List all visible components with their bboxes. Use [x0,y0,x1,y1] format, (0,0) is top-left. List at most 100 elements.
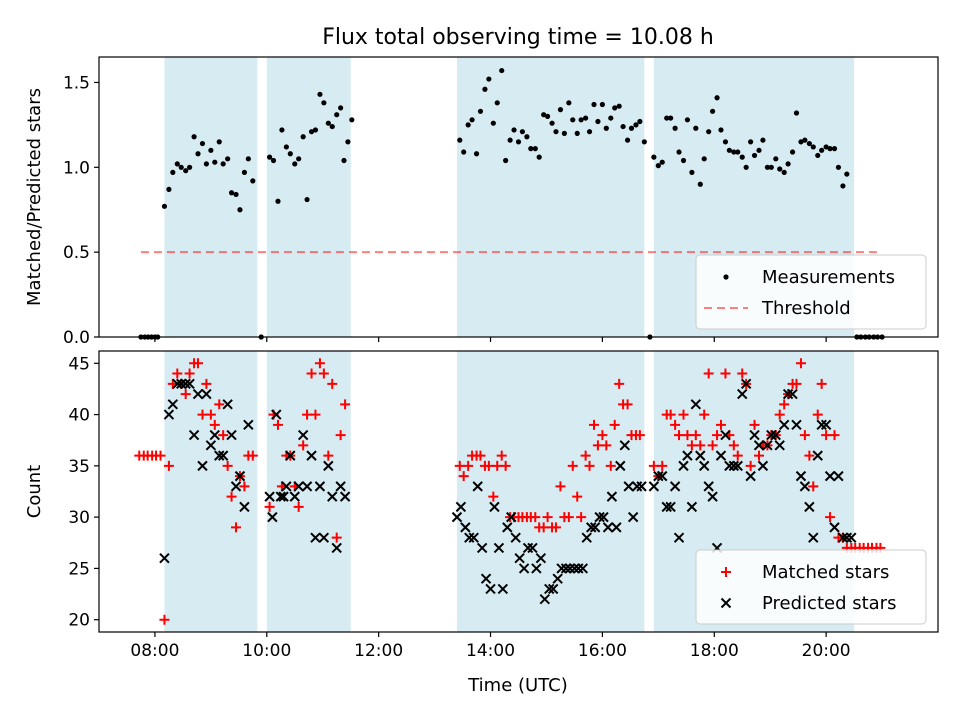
matched-star-point [597,430,608,441]
matched-star-point [483,460,494,471]
matched-star-point [293,501,304,512]
matched-star-point [231,522,242,533]
predicted-star-point [560,563,572,574]
matched-star-point [201,378,212,389]
predicted-star-point [297,429,309,441]
predicted-star-point [281,481,292,492]
y-tick-label: 30 [68,508,90,528]
measurement-point [709,108,716,114]
predicted-star-point [472,481,483,492]
matched-star-point [779,399,790,410]
predicted-star-point [661,501,672,513]
predicted-star-point [648,481,660,492]
predicted-star-point [682,450,693,461]
matched-star-point [331,532,342,543]
measurement-point [637,118,643,125]
measurement-point [603,125,609,131]
matched-star-point [728,440,739,451]
measurement-point [684,117,691,123]
predicted-star-point [631,481,643,492]
measurement-point [659,159,665,165]
matched-star-point [774,409,785,420]
measurement-point [798,139,804,145]
predicted-star-point [264,491,275,502]
predicted-star-point [180,378,191,390]
matched-star-point [264,501,275,512]
predicted-star-point [214,450,225,461]
measurement-point [561,130,567,136]
measurement-point [183,168,189,174]
measurement-point [802,137,808,143]
measurement-point [544,113,551,119]
measurement-point [616,103,622,109]
predicted-star-point [510,532,521,543]
measurement-point [760,137,766,143]
measurement-point [166,186,172,192]
legend-label: Measurements [762,267,895,288]
measurement-point [844,171,850,177]
predicted-star-point [824,470,836,482]
x-tick-label: 12:00 [354,641,403,661]
matched-star-point [550,522,561,533]
observing-window [164,351,258,632]
matched-star-point [674,430,685,441]
predicted-star-point [285,450,296,461]
measurement-point [768,164,774,170]
measurement-point [473,151,480,157]
measurement-point [237,207,243,213]
measurement-point [672,125,678,131]
matched-star-point [159,614,170,625]
predicted-star-point [327,491,338,502]
predicted-star-point [205,440,217,451]
measurement-point [793,110,800,116]
measurement-point [228,190,235,196]
predicted-star-point [573,563,584,574]
predicted-star-point [531,563,542,574]
predicted-star-point [611,522,622,533]
predicted-star-point [163,409,175,420]
matched-star-point [614,378,625,389]
measurement-point [819,147,825,153]
measurement-point [499,67,505,74]
matched-star-point [821,430,832,441]
predicted-star-point [749,429,760,441]
measurement-point [586,129,593,135]
matched-star-point [634,430,645,441]
predicted-star-point [698,460,710,472]
predicted-star-point [673,532,685,543]
measurement-point [591,101,597,108]
measurement-point [651,154,657,160]
predicted-star-point [335,481,346,492]
measurement-point [304,196,310,203]
measurement-point [664,115,670,121]
matched-star-point [737,368,748,379]
predicted-star-point [289,491,300,502]
matched-star-point [184,368,195,379]
predicted-star-point [480,573,492,584]
matched-star-point [463,460,474,471]
legend-predicted-swatch [720,597,732,609]
matched-star-point [682,430,693,441]
matched-star-point [791,378,802,389]
x-tick-label: 18:00 [690,641,739,661]
predicted-star-point [636,481,647,492]
measurement-point [628,125,635,131]
predicted-star-point [762,440,773,451]
predicted-star-point [506,511,517,523]
measurement-point [553,129,559,135]
chart-title: Flux total observing time = 10.08 h [322,25,714,50]
measurement-point [693,125,699,131]
matched-star-point [695,440,706,451]
measurement-point [748,139,754,145]
predicted-star-point [774,440,785,451]
predicted-star-point [787,388,798,400]
predicted-star-point [623,481,634,492]
predicted-star-point [846,532,857,543]
x-tick-label: 20:00 [802,641,851,661]
legend-label: Threshold [761,298,851,319]
measurement-point [566,100,572,106]
predicted-star-point [323,460,334,472]
predicted-star-point [331,542,342,554]
matched-star-point [829,430,840,441]
legend-label: Matched stars [762,562,889,583]
